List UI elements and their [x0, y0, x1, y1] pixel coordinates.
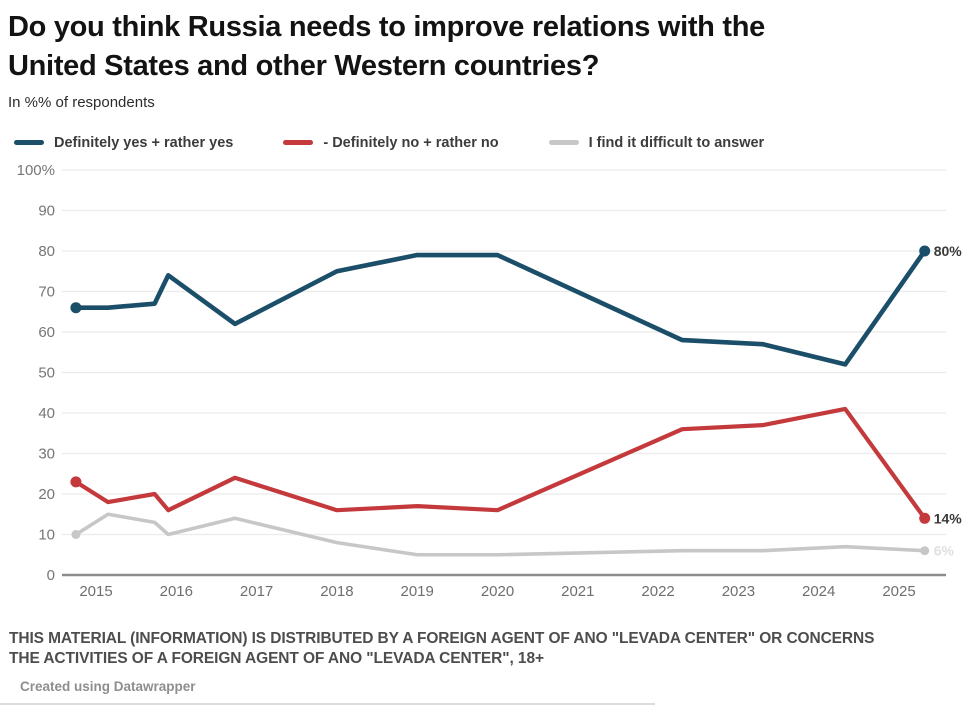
y-tick-label: 100% [17, 162, 55, 179]
foreign-agent-disclaimer: THIS MATERIAL (INFORMATION) IS DISTRIBUT… [0, 629, 978, 669]
x-tick-label: 2020 [481, 583, 514, 600]
chart-legend: Definitely yes + rather yes - Definitely… [14, 135, 978, 151]
x-tick-label: 2015 [79, 583, 112, 600]
legend-line-swatch-no-icon [283, 140, 314, 146]
legend-label-no: - Definitely no + rather no [323, 134, 499, 151]
line-chart: 0 10 20 30 40 50 60 70 80 90 100% 2015 2016 2017 2018 2… [17, 162, 963, 600]
start-dot-series-0 [70, 302, 82, 314]
chart-title: Do you think Russia needs to improve rel… [8, 8, 968, 87]
legend-item-definitely-no: - Definitely no + rather no [283, 134, 499, 151]
datawrapper-credit: Created using Datawrapper [20, 679, 196, 695]
legend-item-difficult: I find it difficult to answer [548, 134, 765, 151]
end-value-label-series-1: 14% [934, 510, 963, 526]
legend-label-difficult: I find it difficult to answer [588, 134, 765, 151]
y-tick-label: 60 [38, 324, 55, 341]
x-tick-label: 2022 [641, 583, 674, 600]
chart-title-line2: United States and other Western countrie… [8, 50, 600, 83]
chart-title-line1: Do you think Russia needs to improve rel… [8, 11, 765, 43]
y-tick-label: 50 [38, 364, 55, 381]
end-value-label-series-0: 80% [934, 243, 963, 259]
y-tick-label: 40 [38, 405, 55, 422]
bottom-divider [0, 703, 655, 706]
x-tick-label: 2021 [561, 583, 594, 600]
disclaimer-line2: THE ACTIVITIES OF A FOREIGN AGENT OF ANO… [9, 650, 544, 668]
y-tick-label: 30 [38, 445, 55, 462]
end-dot-series-2 [920, 546, 930, 556]
y-tick-label: 0 [47, 567, 55, 584]
end-value-label-series-2: 6% [934, 543, 955, 559]
end-dot-series-0 [919, 245, 931, 257]
y-tick-label: 20 [38, 486, 55, 503]
x-tick-label: 2024 [802, 583, 835, 600]
series-line-1 [73, 406, 927, 521]
start-dot-series-2 [71, 529, 81, 539]
y-tick-label: 80 [38, 243, 55, 260]
series-line-2 [74, 512, 927, 557]
x-tick-label: 2016 [160, 583, 193, 600]
y-tick-label: 70 [38, 283, 55, 300]
y-tick-label: 90 [38, 202, 55, 219]
disclaimer-line1: THIS MATERIAL (INFORMATION) IS DISTRIBUT… [9, 629, 875, 647]
legend-label-yes: Definitely yes + rather yes [54, 134, 234, 151]
x-tick-label: 2017 [240, 583, 273, 600]
legend-line-swatch-difficult-icon [548, 140, 579, 146]
x-tick-label: 2025 [882, 583, 915, 600]
legend-line-swatch-yes-icon [14, 140, 44, 146]
start-dot-series-1 [70, 476, 82, 488]
x-tick-label: 2019 [401, 583, 434, 600]
x-tick-label: 2018 [320, 583, 353, 600]
chart-header: Do you think Russia needs to improve rel… [0, 0, 978, 111]
series-line-0 [73, 248, 927, 367]
y-tick-label: 10 [38, 526, 55, 543]
end-dot-series-1 [919, 512, 931, 524]
x-tick-label: 2023 [722, 583, 755, 600]
legend-item-definitely-yes: Definitely yes + rather yes [14, 135, 233, 151]
chart-subtitle: In %% of respondents [8, 93, 155, 111]
